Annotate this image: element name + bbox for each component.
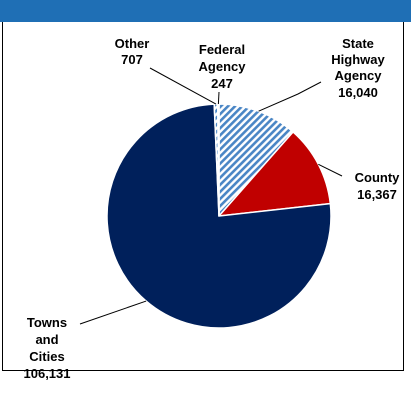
slice-value-text: 16,367 <box>357 187 397 202</box>
leader-line-county <box>318 163 343 177</box>
leader-line-state-highway-agency <box>258 81 322 112</box>
header-bar <box>0 0 411 22</box>
label-towns-and-cities: Towns and Cities 106,131 <box>24 315 71 381</box>
slice-label-text: Highway <box>331 52 385 67</box>
slice-value-text: 247 <box>211 76 233 91</box>
label-other: Other 707 <box>115 36 150 67</box>
slice-value-text: 707 <box>121 52 143 67</box>
label-federal-agency: Federal Agency 247 <box>199 42 247 91</box>
pie-slice-towns-and-cities <box>106 103 332 329</box>
slice-value-text: 16,040 <box>338 85 378 100</box>
slice-label-text: County <box>355 170 401 185</box>
slice-label-text: and <box>35 332 58 347</box>
slice-label-text: Cities <box>29 349 64 364</box>
leader-line-federal-agency <box>217 91 220 105</box>
slice-label-text: Federal <box>199 42 245 57</box>
slice-label-text: State <box>342 36 374 51</box>
label-state-highway-agency: State Highway Agency 16,040 <box>331 36 385 100</box>
pie-slice-federal-agency <box>216 103 220 217</box>
slice-label-text: Agency <box>199 59 247 74</box>
slice-label-text: Towns <box>27 315 67 330</box>
slice-label-text: Agency <box>335 68 383 83</box>
label-county: County 16,367 <box>355 170 401 202</box>
slice-label-text: Other <box>115 36 150 51</box>
leader-line-towns-and-cities <box>79 300 147 325</box>
chart-frame <box>2 22 404 371</box>
slice-value-text: 106,131 <box>24 366 71 381</box>
leader-line-other <box>149 67 217 105</box>
